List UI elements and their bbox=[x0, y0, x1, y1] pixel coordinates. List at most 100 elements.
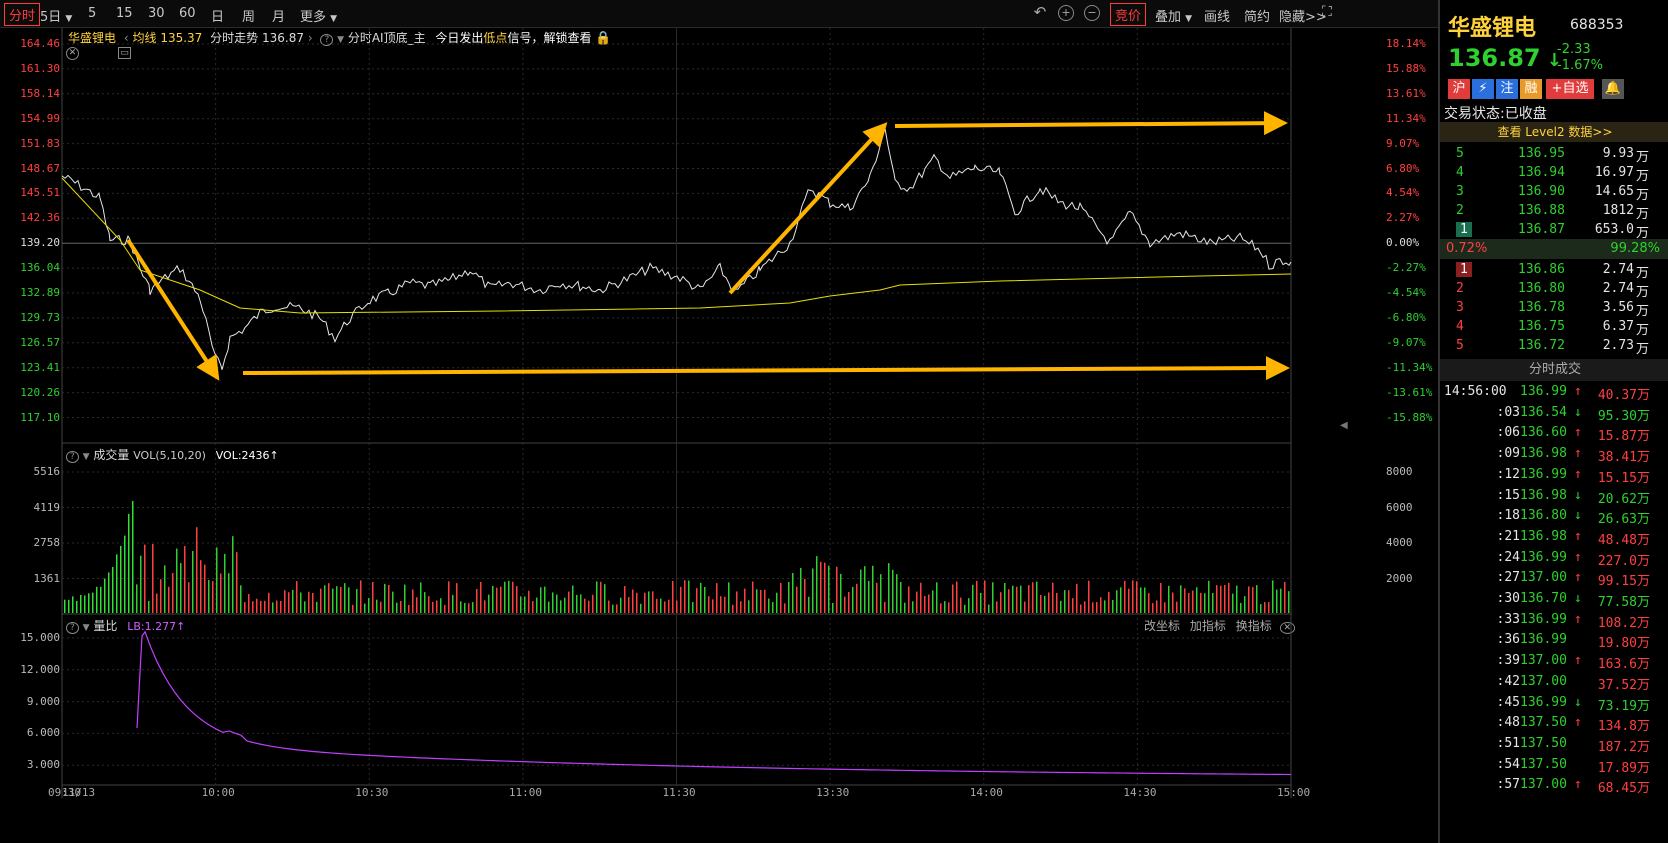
trade-row[interactable]: :06 136.60 ↑ 15.87万 bbox=[1440, 423, 1668, 444]
tab-week[interactable]: 周 bbox=[242, 10, 256, 25]
bid-row[interactable]: 5 136.72 2.73 万 bbox=[1440, 336, 1668, 357]
trade-row[interactable]: :36 136.99 19.80万 bbox=[1440, 630, 1668, 651]
price-tick-label: 132.89 bbox=[20, 286, 60, 299]
fullscreen-icon[interactable]: ⛶ bbox=[1322, 4, 1332, 20]
avg-line-label: 均线 bbox=[132, 31, 157, 45]
price-tick-label: 154.99 bbox=[20, 111, 60, 125]
level-number: 2 bbox=[1456, 203, 1464, 218]
swap-indicator-button[interactable]: 换指标 bbox=[1235, 619, 1272, 633]
zoom-out-icon[interactable]: − bbox=[1084, 5, 1100, 21]
ratio-panel-buttons: 改坐标 加指标 换指标 ✕ bbox=[1144, 617, 1296, 634]
restore-panel-icon[interactable]: ▭ bbox=[118, 47, 131, 59]
bid-row[interactable]: 1 136.86 2.74 万 bbox=[1440, 260, 1668, 281]
volume-bar bbox=[912, 601, 914, 613]
trade-row[interactable]: :42 137.00 37.52万 bbox=[1440, 672, 1668, 693]
change-axis-button[interactable]: 改坐标 bbox=[1144, 619, 1181, 633]
bid-row[interactable]: 2 136.80 2.74 万 bbox=[1440, 279, 1668, 300]
hide-panel-button[interactable]: 隐藏>> bbox=[1279, 10, 1327, 25]
bid-row[interactable]: 4 136.75 6.37 万 bbox=[1440, 317, 1668, 338]
time-tick-label: 14:00 bbox=[969, 786, 1003, 799]
ask-row[interactable]: 2 136.88 1812 万 bbox=[1440, 201, 1668, 222]
undo-icon[interactable]: ↶ bbox=[1033, 3, 1047, 21]
volume-bar bbox=[148, 600, 150, 613]
volume-bar bbox=[304, 601, 306, 613]
simple-mode-button[interactable]: 简约 bbox=[1244, 10, 1271, 25]
tab-15min[interactable]: 15 bbox=[116, 6, 133, 21]
help-icon[interactable]: ? bbox=[66, 451, 79, 463]
time-tick-label: 09:30 bbox=[48, 786, 82, 799]
trade-row[interactable]: 14:56:00 136.99 ↑ 40.37万 bbox=[1440, 382, 1668, 403]
volume-bar bbox=[920, 582, 922, 613]
trade-price: 137.50 bbox=[1520, 735, 1567, 751]
volume-params: VOL(5,10,20) bbox=[133, 449, 206, 462]
tab-month[interactable]: 月 bbox=[272, 10, 286, 25]
shanghai-tag[interactable]: 沪 bbox=[1448, 79, 1470, 99]
trade-row[interactable]: :45 136.99 ↓ 73.19万 bbox=[1440, 693, 1668, 714]
add-watchlist-button[interactable]: +自选 bbox=[1546, 79, 1594, 99]
volume-bar bbox=[1196, 587, 1198, 613]
bid-row[interactable]: 3 136.78 3.56 万 bbox=[1440, 298, 1668, 319]
level-price: 136.78 bbox=[1518, 300, 1565, 315]
help-icon[interactable]: ? bbox=[320, 34, 334, 46]
ask-row[interactable]: 5 136.95 9.93 万 bbox=[1440, 144, 1668, 165]
ask-row[interactable]: 3 136.90 14.65 万 bbox=[1440, 182, 1668, 203]
trade-row[interactable]: :27 137.00 ↑ 99.15万 bbox=[1440, 568, 1668, 590]
close-icon[interactable]: ✕ bbox=[1279, 622, 1296, 634]
collapse-handle-icon[interactable]: ◀ bbox=[1340, 420, 1348, 431]
trade-row[interactable]: :09 136.98 ↑ 38.41万 bbox=[1440, 444, 1668, 465]
signal-unlock-text[interactable]: 信号，解锁查看 bbox=[507, 31, 592, 45]
volume-bar bbox=[1152, 603, 1154, 613]
registration-tag[interactable]: 注 bbox=[1496, 79, 1518, 99]
overlay-button[interactable]: 叠加 ▼ bbox=[1155, 10, 1193, 25]
trade-row[interactable]: :21 136.98 ↑ 48.48万 bbox=[1440, 527, 1668, 548]
trade-row[interactable]: :18 136.80 ↓ 26.63万 bbox=[1440, 506, 1668, 527]
auction-button[interactable]: 竞价 bbox=[1110, 3, 1147, 26]
trade-price: 136.80 bbox=[1520, 508, 1567, 524]
tab-5day[interactable]: 5日 ▼ bbox=[40, 10, 73, 25]
help-icon[interactable]: ? bbox=[66, 622, 79, 634]
tab-60min[interactable]: 60 bbox=[179, 6, 196, 21]
trade-row[interactable]: :12 136.99 ↑ 15.15万 bbox=[1440, 465, 1668, 486]
zoom-in-icon[interactable]: + bbox=[1058, 5, 1074, 21]
intraday-chart[interactable] bbox=[0, 28, 1438, 843]
tab-intraday[interactable]: 分时 bbox=[4, 3, 41, 26]
trade-volume: 99.15万 bbox=[1597, 574, 1650, 590]
ask-row[interactable]: 1 136.87 653.0 万 bbox=[1440, 220, 1668, 241]
tab-5min[interactable]: 5 bbox=[88, 6, 97, 21]
ratio-tick-label: 12.000 bbox=[20, 662, 60, 676]
volume-bar bbox=[1080, 604, 1082, 613]
volume-bar bbox=[964, 604, 966, 613]
alert-bell-icon[interactable]: 🔔 bbox=[1602, 79, 1624, 99]
dropdown-icon[interactable]: ▼ bbox=[82, 623, 90, 633]
trade-row[interactable]: :54 137.50 17.89万 bbox=[1440, 755, 1668, 776]
volume-bar bbox=[388, 584, 390, 613]
financing-tag[interactable]: 融 bbox=[1520, 79, 1542, 99]
trade-time: :42 bbox=[1496, 673, 1520, 689]
ask-row[interactable]: 4 136.94 16.97 万 bbox=[1440, 163, 1668, 184]
margin-tag-icon[interactable]: ⚡ bbox=[1472, 79, 1494, 99]
add-indicator-button[interactable]: 加指标 bbox=[1189, 619, 1226, 633]
level2-link[interactable]: 查看 Level2 数据>> bbox=[1440, 122, 1668, 142]
lock-icon[interactable]: 🔒 bbox=[595, 31, 612, 46]
volume-bar bbox=[412, 589, 414, 613]
trade-row[interactable]: :30 136.70 ↓ 77.58万 bbox=[1440, 589, 1668, 610]
trade-row[interactable]: :39 137.00 ↑ 163.6万 bbox=[1440, 651, 1668, 672]
tab-30min[interactable]: 30 bbox=[148, 6, 165, 21]
trade-row[interactable]: :48 137.50 ↑ 134.8万 bbox=[1440, 713, 1668, 734]
dropdown-icon[interactable]: ▼ bbox=[337, 35, 344, 45]
trade-row[interactable]: :03 136.54 ↓ 95.30万 bbox=[1440, 403, 1668, 424]
trade-row[interactable]: :15 136.98 ↓ 20.62万 bbox=[1440, 486, 1668, 507]
volume-bar bbox=[948, 602, 950, 613]
dropdown-icon[interactable]: ▼ bbox=[82, 452, 90, 462]
trade-row[interactable]: :33 136.99 ↑ 108.2万 bbox=[1440, 610, 1668, 631]
trade-row[interactable]: :57 137.00 ↑ 68.45万 bbox=[1440, 775, 1668, 796]
draw-line-button[interactable]: 画线 bbox=[1204, 10, 1231, 25]
volume-bar bbox=[188, 582, 190, 613]
tab-more[interactable]: 更多 ▼ bbox=[300, 10, 338, 25]
signal-indicator-name[interactable]: 分时AI顶底_主 bbox=[347, 31, 426, 45]
trade-row[interactable]: :24 136.99 ↑ 227.0万 bbox=[1440, 548, 1668, 569]
close-panel-icon[interactable]: ✕ bbox=[66, 47, 79, 60]
tab-day[interactable]: 日 bbox=[211, 10, 225, 25]
volume-bar bbox=[648, 591, 650, 613]
trade-row[interactable]: :51 137.50 187.2万 bbox=[1440, 734, 1668, 755]
